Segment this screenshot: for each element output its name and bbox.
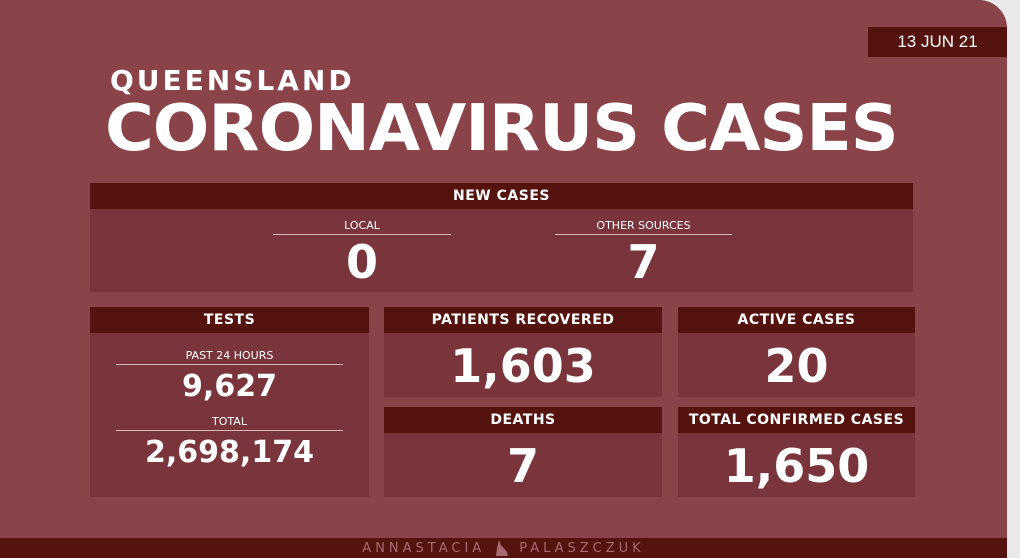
active-value: 20 (764, 339, 829, 393)
past-24-hours-label: PAST 24 HOURS (116, 349, 343, 365)
total-tests-label: TOTAL (116, 415, 343, 431)
active-header: ACTIVE CASES (678, 307, 915, 333)
tests-header: TESTS (90, 307, 369, 333)
new-cases-header: NEW CASES (90, 183, 913, 209)
active-panel: ACTIVE CASES 20 (678, 307, 915, 397)
total-tests-value: 2,698,174 (145, 435, 314, 470)
recovered-value: 1,603 (450, 339, 596, 393)
past-24-hours-value: 9,627 (182, 369, 277, 404)
local-label: LOCAL (273, 219, 451, 235)
confirmed-panel: TOTAL CONFIRMED CASES 1,650 (678, 407, 915, 497)
date-badge: 13 JUN 21 (868, 27, 1007, 57)
local-value: 0 (345, 235, 378, 289)
footer-first-name: ANNASTACIA (362, 540, 486, 556)
confirmed-value: 1,650 (723, 439, 870, 493)
recovered-header: PATIENTS RECOVERED (384, 307, 662, 333)
footer-signature: ANNASTACIA PALASZCZUK (0, 538, 1007, 558)
recovered-panel: PATIENTS RECOVERED 1,603 (384, 307, 662, 397)
deaths-value: 7 (506, 439, 539, 493)
deaths-header: DEATHS (384, 407, 662, 433)
state-heading: QUEENSLAND (110, 64, 355, 97)
queensland-map-icon (496, 540, 509, 556)
other-sources-label: OTHER SOURCES (555, 219, 732, 235)
deaths-panel: DEATHS 7 (384, 407, 662, 497)
confirmed-header: TOTAL CONFIRMED CASES (678, 407, 915, 433)
page-title: CORONAVIRUS CASES (105, 92, 899, 166)
new-cases-panel: NEW CASES LOCAL 0 OTHER SOURCES 7 (90, 183, 913, 292)
footer-last-name: PALASZCZUK (519, 540, 645, 556)
tests-panel: TESTS PAST 24 HOURS 9,627 TOTAL 2,698,17… (90, 307, 369, 497)
other-sources-value: 7 (627, 235, 660, 289)
